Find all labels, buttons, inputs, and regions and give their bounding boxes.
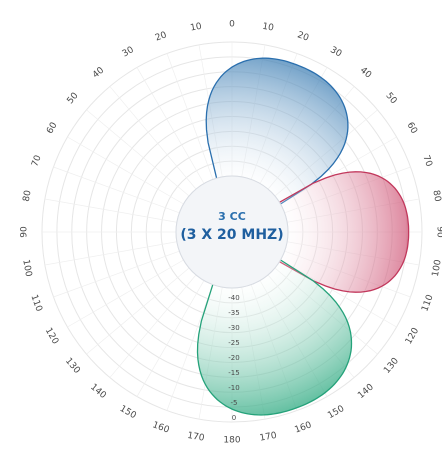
grid-spoke: [86, 267, 190, 355]
angle-tick-label: 100: [431, 259, 442, 278]
angle-tick-label: 90: [20, 226, 30, 238]
angle-tick-label: 60: [45, 121, 60, 136]
angle-tick-label: 110: [28, 293, 43, 313]
angle-tick-label: 110: [420, 293, 435, 313]
radial-tick-label: -40: [228, 294, 239, 302]
angle-tick-label: 150: [326, 404, 346, 421]
angle-tick-label: 50: [66, 91, 81, 106]
angle-tick-label: 170: [259, 431, 278, 444]
angle-tick-label: 170: [186, 431, 205, 444]
grid-spoke: [67, 136, 184, 205]
lobe-1: [276, 171, 410, 293]
radial-tick-label: 0: [232, 414, 236, 422]
angle-tick-label: 140: [356, 382, 376, 401]
radial-tick-label: -15: [228, 369, 239, 377]
angle-tick-label: 120: [404, 326, 421, 346]
grid-spoke: [53, 250, 180, 298]
angle-tick-label: 130: [382, 356, 401, 376]
radial-tick-label: -25: [228, 339, 239, 347]
angle-tick-label: 40: [91, 65, 106, 80]
angle-tick-label: 10: [189, 22, 202, 34]
grid-spoke: [44, 241, 177, 266]
center-label-line2: (3 X 20 MHZ): [180, 227, 283, 243]
angle-tick-label: 20: [154, 30, 168, 43]
grid-spoke: [109, 274, 197, 378]
grid-spoke: [166, 284, 214, 411]
angle-tick-label: 100: [20, 259, 33, 278]
angle-tick-label: 30: [121, 45, 136, 60]
angle-tick-label: 60: [404, 121, 419, 136]
radial-tick-label: -30: [228, 324, 239, 332]
angle-tick-label: 0: [229, 20, 235, 30]
center-label-line1: 3 CC: [218, 210, 246, 223]
center-disc: [175, 175, 289, 289]
angle-tick-label: 50: [383, 91, 398, 106]
grid-spoke: [136, 67, 205, 184]
grid-spoke: [166, 53, 214, 180]
grid-spoke: [44, 198, 177, 223]
radiation-lobes: [196, 57, 410, 416]
lobe-0: [205, 57, 349, 207]
radial-tick-label: -35: [228, 309, 239, 317]
angle-tick-label: 20: [296, 30, 310, 43]
angle-tick-label: 90: [435, 226, 442, 238]
grid-spoke: [136, 280, 205, 397]
angle-tick-label: 30: [328, 45, 343, 60]
angle-tick-label: 40: [358, 66, 373, 81]
grid-spoke: [86, 109, 190, 197]
angle-tick-label: 160: [151, 420, 171, 435]
angle-tick-label: 180: [223, 436, 240, 446]
angle-tick-label: 150: [118, 404, 138, 421]
angle-tick-label: 140: [88, 382, 108, 401]
grid-spoke: [53, 166, 180, 214]
angle-tick-label: 70: [30, 154, 43, 168]
angle-tick-label: 80: [430, 189, 442, 202]
radial-labels: -40 -35 -30 -25 -20 -15 -10 -5 0: [228, 294, 239, 422]
grid-spoke: [67, 259, 184, 328]
grid-spoke: [109, 86, 197, 190]
angle-tick-label: 10: [262, 22, 275, 34]
angle-tick-label: 130: [63, 356, 82, 376]
angle-tick-label: 160: [293, 420, 313, 435]
radial-tick-label: -20: [228, 354, 239, 362]
radial-tick-label: -5: [231, 399, 238, 407]
angle-tick-label: 120: [43, 326, 60, 346]
lobe-2: [196, 257, 353, 416]
center-label: 3 CC (3 X 20 MHZ): [175, 175, 289, 289]
angle-tick-label: 80: [22, 189, 34, 202]
radial-tick-label: -10: [228, 384, 239, 392]
angle-tick-label: 70: [420, 154, 433, 168]
